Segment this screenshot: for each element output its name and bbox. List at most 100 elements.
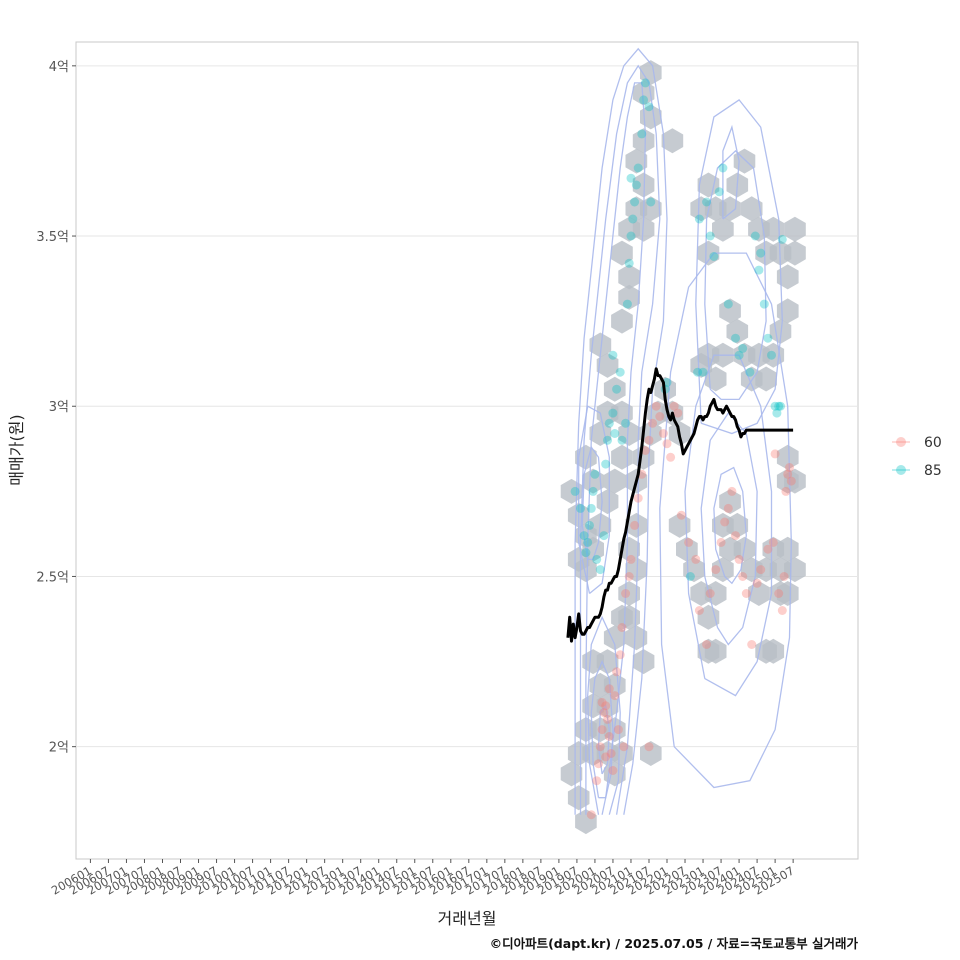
density-contour xyxy=(704,150,767,401)
point-60 xyxy=(604,684,614,694)
density-hexbin xyxy=(769,581,792,606)
density-hexbin xyxy=(776,536,799,562)
density-hexbin xyxy=(589,332,612,358)
point-60 xyxy=(662,439,672,449)
point-85 xyxy=(576,503,585,513)
density-hexbin xyxy=(632,128,655,154)
density-hexbin xyxy=(632,649,655,675)
point-60 xyxy=(595,742,605,752)
y-tick-label: 4억 xyxy=(49,60,69,75)
point-85 xyxy=(693,367,703,377)
point-85 xyxy=(626,231,636,241)
source-caption: ©디아파트(dapt.kr) / 2025.07.05 / 자료=국토교통부 실… xyxy=(490,936,859,951)
density-hexbin xyxy=(611,240,633,266)
legend-marker-85 xyxy=(896,465,906,475)
density-hexbin xyxy=(560,761,583,787)
point-60 xyxy=(610,691,620,701)
point-85 xyxy=(626,173,636,183)
density-hexbin xyxy=(618,284,640,310)
point-60 xyxy=(608,766,618,775)
density-hexbin xyxy=(596,693,619,719)
point-85 xyxy=(601,459,611,469)
point-85 xyxy=(777,234,787,244)
trend-line xyxy=(566,367,794,643)
density-hexbin xyxy=(661,128,684,154)
point-60 xyxy=(644,742,654,752)
point-60 xyxy=(763,544,773,554)
legend: 60 85 xyxy=(892,435,942,479)
point-60 xyxy=(597,697,607,707)
point-85 xyxy=(631,180,641,190)
point-60 xyxy=(613,725,623,735)
point-60 xyxy=(586,810,596,820)
density-hexbin xyxy=(618,581,640,606)
density-contour xyxy=(597,704,610,775)
point-60 xyxy=(658,429,668,438)
point-60 xyxy=(604,732,614,741)
density-hexbin xyxy=(704,638,727,664)
point-60 xyxy=(633,493,643,503)
point-85 xyxy=(731,333,740,343)
point-85 xyxy=(738,343,748,353)
point-60 xyxy=(716,537,726,547)
density-hexbin xyxy=(625,512,648,538)
point-85 xyxy=(750,231,760,241)
density-hexbin xyxy=(640,60,662,86)
y-tick-label: 2억 xyxy=(49,741,69,756)
point-60 xyxy=(694,606,704,615)
point-85 xyxy=(763,333,773,343)
point-85 xyxy=(633,163,643,173)
density-hexbin xyxy=(625,148,648,174)
point-85 xyxy=(709,252,719,261)
point-60 xyxy=(779,572,789,581)
x-axis-title: 거래년월 xyxy=(438,909,497,928)
density-hexbin xyxy=(567,785,590,811)
density-hexbin xyxy=(611,308,633,334)
density-hexbin xyxy=(733,342,756,368)
point-60 xyxy=(727,486,737,496)
point-85 xyxy=(630,197,640,207)
density-hexbin xyxy=(575,809,597,835)
density-hexbin xyxy=(719,298,741,324)
point-85 xyxy=(599,531,609,541)
scatter-points xyxy=(570,78,796,820)
point-85 xyxy=(586,503,596,513)
point-60 xyxy=(644,435,654,445)
point-60 xyxy=(711,565,721,575)
point-60 xyxy=(676,510,686,520)
density-contour xyxy=(574,47,668,815)
point-85 xyxy=(624,258,634,268)
point-60 xyxy=(630,520,640,530)
point-85 xyxy=(590,469,600,479)
point-85 xyxy=(585,520,594,530)
density-hexbin xyxy=(712,216,734,242)
point-85 xyxy=(592,554,602,564)
point-85 xyxy=(759,299,769,309)
point-60 xyxy=(621,589,631,598)
density-hexbin xyxy=(784,240,806,266)
point-85 xyxy=(646,197,656,207)
density-hexbin xyxy=(784,557,806,583)
point-85 xyxy=(622,299,632,309)
density-hexbin xyxy=(640,741,662,766)
point-85 xyxy=(570,486,580,496)
point-60 xyxy=(756,565,766,575)
point-60 xyxy=(603,714,612,724)
point-85 xyxy=(714,187,724,197)
density-hexbin xyxy=(726,318,749,344)
point-85 xyxy=(705,231,715,241)
point-60 xyxy=(684,537,694,547)
point-85 xyxy=(608,350,618,360)
point-85 xyxy=(579,531,589,541)
density-hexbin xyxy=(748,581,770,606)
y-tick-label: 3억 xyxy=(49,400,69,415)
y-tick-label: 2.5억 xyxy=(36,570,69,585)
point-60 xyxy=(770,449,780,459)
density-contour xyxy=(581,445,603,561)
point-85 xyxy=(612,384,622,394)
density-hexbin xyxy=(625,557,648,583)
point-60 xyxy=(786,476,796,486)
density-hexbin xyxy=(596,352,619,378)
density-hexbin xyxy=(618,604,640,630)
